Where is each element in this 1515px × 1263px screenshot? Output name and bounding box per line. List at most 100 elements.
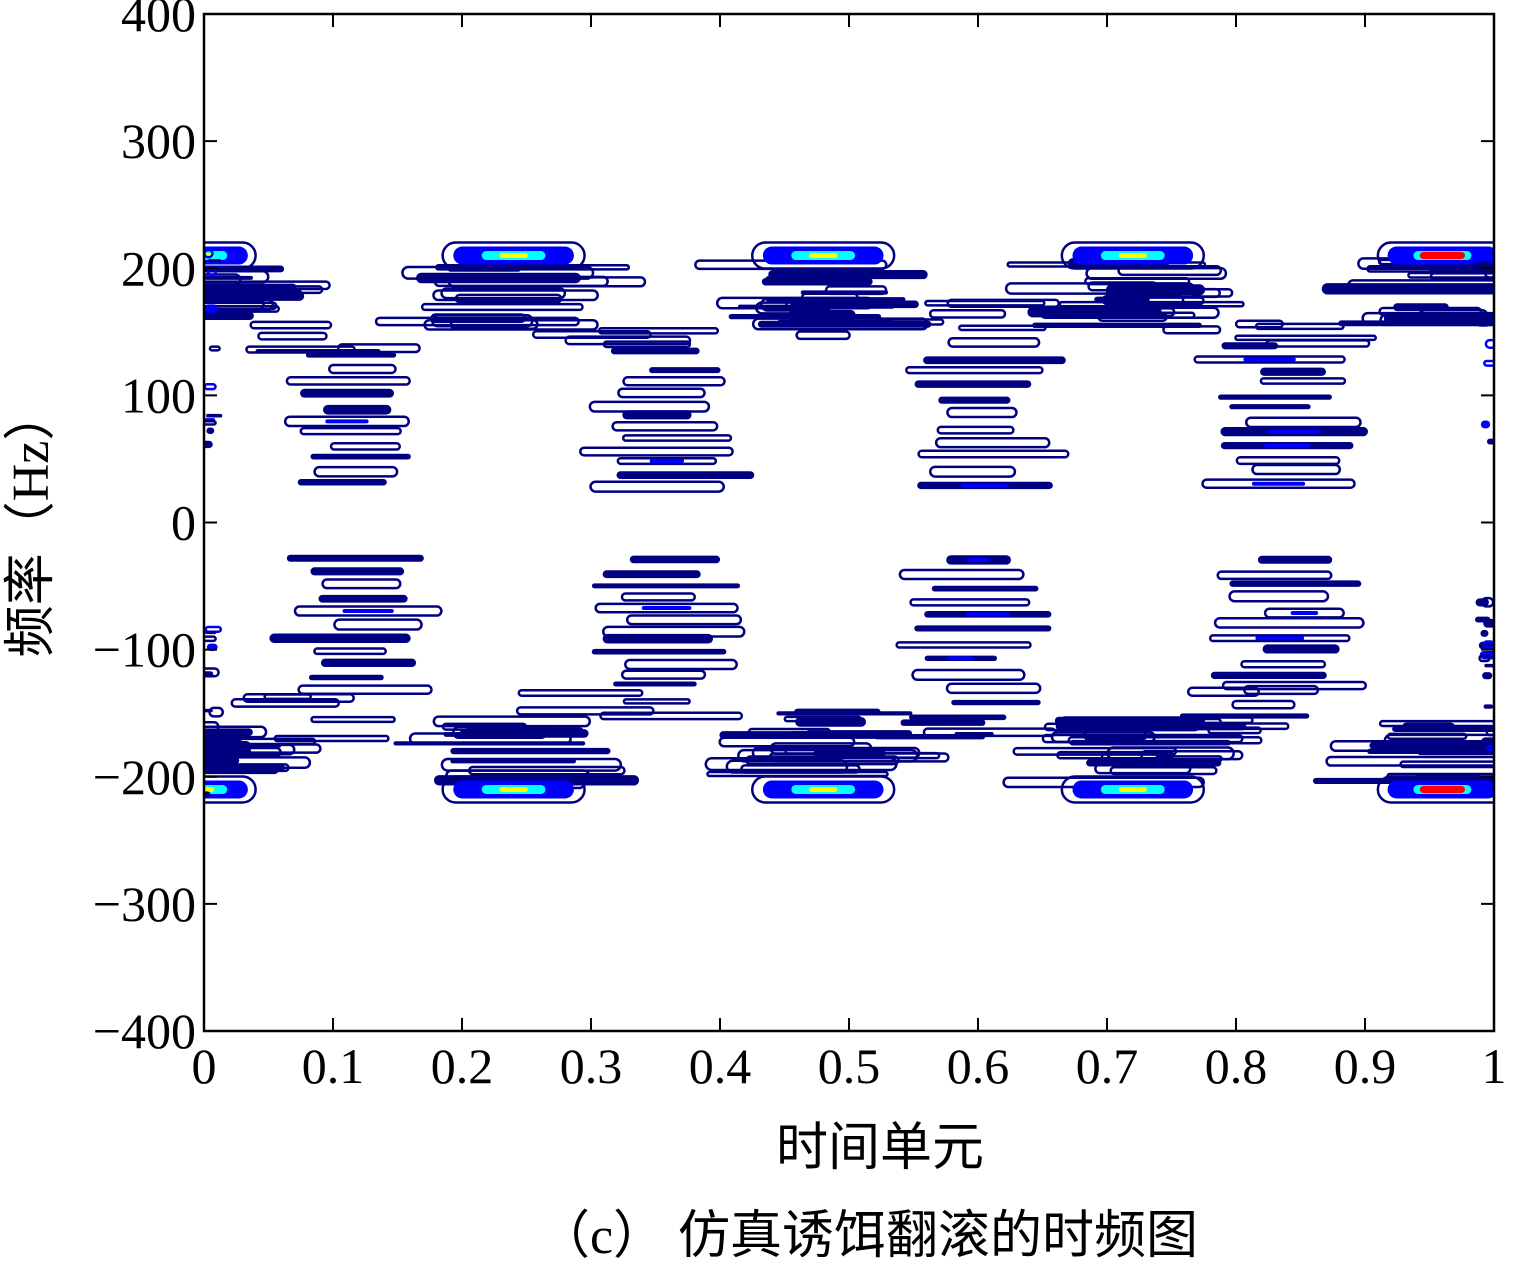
contour-segment <box>374 316 580 327</box>
contour-segment <box>905 365 1044 375</box>
contour-segment <box>947 336 1041 348</box>
contour-segment <box>1259 377 1347 385</box>
contour-segment <box>464 727 585 737</box>
contour-segment <box>204 311 254 321</box>
contour-segment <box>204 420 217 426</box>
contour-segment <box>441 775 586 804</box>
contour-segment <box>776 711 913 716</box>
contour-segment <box>874 734 986 740</box>
contour-segment <box>450 747 611 755</box>
contour-segment <box>1483 359 1494 367</box>
contour-segment <box>946 406 1018 419</box>
contour-segment <box>1235 456 1341 466</box>
contour-segment <box>938 396 1011 404</box>
contour-segment <box>230 698 341 708</box>
contour-segment <box>1418 751 1494 756</box>
contour-segment <box>204 725 268 739</box>
contour-segment <box>1067 735 1263 745</box>
x-tick-label: 0.7 <box>1076 1038 1139 1094</box>
contour-segment <box>1243 684 1320 696</box>
contour-segment <box>965 612 1011 617</box>
contour-segment <box>499 786 528 792</box>
contour-segment <box>1290 611 1319 616</box>
contour-segment <box>622 376 726 387</box>
contour-segment <box>602 570 701 579</box>
contour-segment <box>1419 252 1465 260</box>
contour-segment <box>613 681 697 687</box>
contour-segment <box>957 324 1047 332</box>
contour-segment <box>300 388 395 398</box>
contour-segment <box>1347 279 1494 292</box>
contour-segment <box>393 741 586 746</box>
contour-segment <box>1210 671 1327 680</box>
contour-segment <box>1321 283 1494 295</box>
contour-segment <box>610 347 700 355</box>
x-tick-label: 0.1 <box>302 1038 365 1094</box>
plot-frame <box>202 12 1496 1033</box>
contour-segment <box>725 759 849 774</box>
contour-segment <box>1216 570 1333 581</box>
contour-segment <box>204 757 240 764</box>
contour-segment <box>1140 750 1244 761</box>
contour-segment <box>784 747 841 755</box>
contour-segment <box>620 669 707 680</box>
contour-segment <box>1486 438 1494 445</box>
contour-segment <box>313 647 387 656</box>
contour-segment <box>718 736 856 748</box>
contour-segment <box>1118 253 1147 259</box>
x-axis-label: 时间单元 <box>776 1120 984 1177</box>
contour-segment <box>1268 429 1321 434</box>
contour-segment <box>1244 416 1362 429</box>
contour-segment <box>204 728 253 737</box>
contour-segment <box>895 641 1032 649</box>
contour-segment <box>1383 312 1494 324</box>
contour-segment <box>924 299 1046 307</box>
x-tick-label: 0.5 <box>818 1038 881 1094</box>
y-tick-labels: 400 300 200 100 0 −100 −200 −300 −400 <box>93 0 196 1059</box>
contour-segment <box>649 367 721 374</box>
contour-segment <box>795 330 851 341</box>
y-tick-label: −300 <box>93 876 196 932</box>
contour-segment <box>499 253 528 259</box>
contour-segment <box>809 253 838 259</box>
contour-segment <box>599 711 744 721</box>
contour-segment <box>299 426 402 436</box>
contour-segment <box>1262 644 1340 654</box>
contour-segment <box>1243 357 1296 362</box>
contour-segment <box>1486 744 1494 752</box>
contour-segment <box>204 304 218 313</box>
contour-segment <box>432 715 592 728</box>
contour-segment <box>204 791 211 798</box>
contour-segment <box>1240 660 1327 669</box>
contour-segment <box>900 719 986 726</box>
contour-segment <box>911 668 1026 682</box>
x-tick-label: 1 <box>1482 1038 1507 1094</box>
contour-segment <box>591 583 741 589</box>
contour-segment <box>249 320 333 330</box>
contour-segment <box>783 715 862 723</box>
contour-segment <box>641 606 692 611</box>
contour-segment <box>1483 704 1494 709</box>
contour-segment <box>621 434 733 442</box>
contour-segment <box>1480 420 1491 429</box>
contour-segment <box>1201 478 1356 489</box>
contour-segment <box>914 380 1032 388</box>
contour-segment <box>1325 755 1494 767</box>
contour-segment <box>204 241 257 270</box>
contour-segment <box>310 715 396 724</box>
contour-segment <box>931 585 1039 592</box>
contour-segment <box>283 415 410 428</box>
contour-segment <box>1186 686 1260 697</box>
contour-segment <box>208 345 221 352</box>
contour-segment <box>951 699 1041 706</box>
contour-segment <box>1485 728 1494 737</box>
contour-segment <box>297 479 387 486</box>
contour-segment <box>591 648 727 655</box>
contour-segment <box>588 400 711 413</box>
contour-segment <box>1251 481 1306 486</box>
contour-segment <box>649 459 685 464</box>
contour-segment <box>450 758 576 764</box>
contour-segment <box>1260 367 1326 376</box>
contour-segment <box>1162 325 1222 335</box>
contour-segment <box>1234 319 1285 329</box>
